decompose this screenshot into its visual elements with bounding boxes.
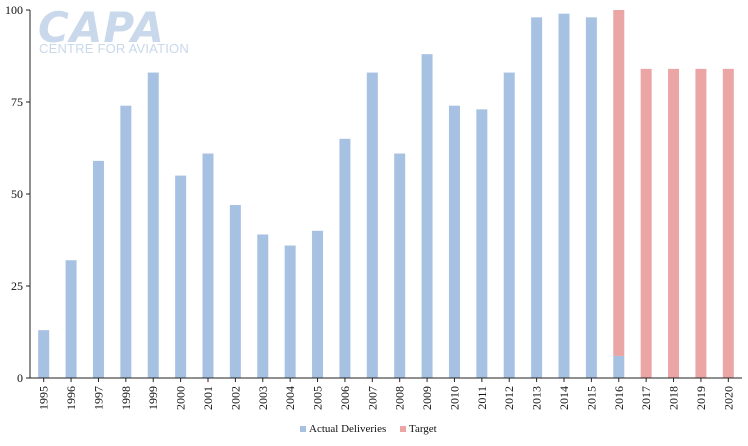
x-tick-label-1997: 1997 — [91, 386, 105, 410]
x-tick-label-2020: 2020 — [721, 386, 735, 410]
bar-actual-2006 — [339, 138, 351, 378]
bar-actual-1998 — [120, 105, 132, 379]
x-tick-label-2017: 2017 — [639, 386, 653, 410]
x-tick-label-1999: 1999 — [146, 386, 160, 410]
bar-actual-2011 — [476, 109, 488, 379]
x-tick-label-2008: 2008 — [393, 386, 407, 410]
bar-actual-2012 — [503, 72, 515, 378]
x-tick-label-2013: 2013 — [530, 386, 544, 410]
capa-watermark-logo: CAPA CENTRE FOR AVIATION — [38, 3, 189, 56]
x-tick-label-2009: 2009 — [420, 386, 434, 410]
bar-actual-2003 — [257, 234, 269, 378]
bar-actual-2009 — [421, 54, 433, 378]
bar-actual-2015 — [585, 17, 597, 379]
y-tick-label-50: 50 — [11, 187, 23, 201]
bar-actual-2002 — [229, 205, 241, 378]
y-tick-label-25: 25 — [11, 279, 23, 293]
bar-target-2020 — [722, 68, 734, 378]
y-tick-label-75: 75 — [11, 95, 23, 109]
x-tick-label-2004: 2004 — [283, 386, 297, 410]
y-tick-labels: 0 25 50 75 100 — [5, 3, 23, 385]
x-tick-label-2011: 2011 — [475, 386, 489, 410]
x-tick-label-2007: 2007 — [365, 386, 379, 410]
x-tick-label-2015: 2015 — [584, 386, 598, 410]
x-tick-label-2001: 2001 — [201, 386, 215, 410]
bar-target-2018 — [668, 68, 680, 378]
legend-swatch-target — [400, 426, 406, 432]
bar-actual-1999 — [147, 72, 159, 378]
watermark-tagline: CENTRE FOR AVIATION — [39, 41, 189, 56]
x-tick-label-2018: 2018 — [667, 386, 681, 410]
x-tick-label-2000: 2000 — [174, 386, 188, 410]
bar-actual-2008 — [394, 153, 406, 378]
bar-actual-2004 — [284, 245, 296, 378]
bar-actual-1997 — [92, 160, 104, 378]
bar-actual-1995 — [38, 330, 50, 378]
legend: Actual Deliveries Target — [300, 423, 437, 435]
legend-label-actual: Actual Deliveries — [309, 423, 386, 435]
legend-label-target: Target — [409, 423, 437, 435]
bar-target-2016 — [613, 10, 625, 356]
x-tick-label-1995: 1995 — [37, 386, 51, 410]
bar-actual-2000 — [175, 175, 187, 378]
x-tick-label-2005: 2005 — [311, 386, 325, 410]
bar-actual-2013 — [531, 17, 543, 379]
x-tick-label-2010: 2010 — [447, 386, 461, 410]
x-tick-label-2016: 2016 — [612, 386, 626, 410]
x-tick-label-1998: 1998 — [119, 386, 133, 410]
bar-actual-2007 — [366, 72, 378, 378]
bar-actual-2010 — [448, 105, 460, 379]
x-tick-label-2019: 2019 — [694, 386, 708, 410]
x-tick-label-2002: 2002 — [228, 386, 242, 410]
bar-actual-2001 — [202, 153, 214, 378]
legend-swatch-actual — [300, 426, 306, 432]
x-tick-label-1996: 1996 — [64, 386, 78, 410]
x-tick-label-2006: 2006 — [338, 386, 352, 410]
bar-target-2017 — [640, 68, 652, 378]
bar-actual-1996 — [65, 260, 77, 378]
x-tick-label-2014: 2014 — [557, 386, 571, 410]
bar-actual-2014 — [558, 13, 570, 379]
bar-target-2019 — [695, 68, 707, 378]
x-tick-labels: 1995 1996 1997 1998 1999 2000 2001 2002 2003 2004… — [37, 386, 736, 410]
x-tick-label-2003: 2003 — [256, 386, 270, 410]
bar-actual-2016 — [613, 355, 625, 378]
bar-actual-2005 — [312, 230, 324, 378]
y-tick-label-100: 100 — [5, 3, 23, 17]
y-tick-label-0: 0 — [17, 371, 23, 385]
x-tick-label-2012: 2012 — [502, 386, 516, 410]
watermark-brand: CAPA — [38, 3, 165, 52]
bars-group — [38, 10, 734, 379]
axes-group — [26, 9, 742, 382]
